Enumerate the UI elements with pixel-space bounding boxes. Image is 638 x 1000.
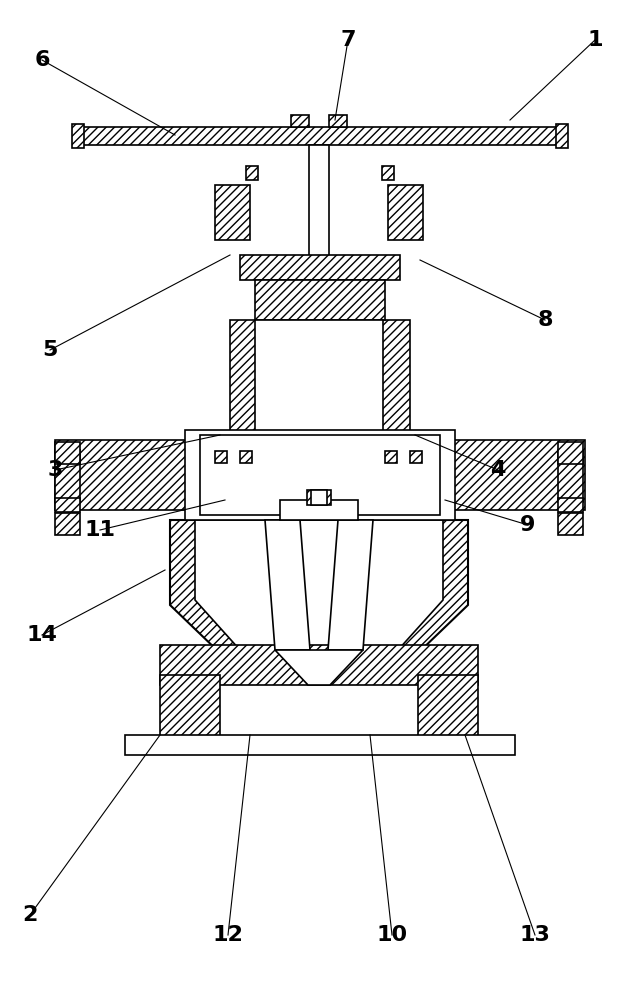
- Bar: [240, 255, 400, 280]
- Text: 10: 10: [376, 925, 408, 945]
- Text: 3: 3: [47, 460, 63, 480]
- Polygon shape: [328, 520, 373, 650]
- Polygon shape: [170, 520, 468, 680]
- Bar: [215, 451, 227, 463]
- Bar: [185, 430, 455, 520]
- Bar: [55, 442, 80, 464]
- Bar: [215, 437, 425, 455]
- Bar: [385, 451, 397, 463]
- Bar: [125, 735, 515, 755]
- Bar: [418, 675, 478, 740]
- Bar: [309, 145, 329, 500]
- Text: 11: 11: [84, 520, 115, 540]
- Bar: [388, 185, 423, 240]
- Bar: [160, 645, 478, 685]
- Text: 12: 12: [212, 925, 244, 945]
- Text: 4: 4: [491, 460, 506, 480]
- Bar: [80, 127, 560, 145]
- Text: 8: 8: [537, 310, 553, 330]
- Bar: [558, 450, 583, 502]
- Bar: [558, 513, 583, 535]
- Text: 5: 5: [42, 340, 57, 360]
- Bar: [400, 440, 585, 510]
- Bar: [72, 124, 84, 148]
- Bar: [55, 450, 80, 502]
- Bar: [280, 500, 358, 520]
- Bar: [55, 498, 80, 512]
- Bar: [160, 675, 220, 740]
- Text: 6: 6: [34, 50, 50, 70]
- Bar: [558, 498, 583, 512]
- Bar: [215, 185, 250, 240]
- Polygon shape: [265, 520, 310, 650]
- Bar: [382, 166, 394, 180]
- Text: 9: 9: [521, 515, 536, 535]
- Bar: [329, 115, 347, 127]
- Bar: [200, 435, 440, 515]
- Bar: [246, 166, 258, 180]
- Bar: [255, 280, 385, 320]
- Polygon shape: [195, 520, 443, 670]
- Bar: [558, 442, 583, 464]
- Polygon shape: [275, 650, 363, 685]
- Bar: [55, 513, 80, 535]
- Bar: [230, 320, 410, 450]
- Bar: [307, 490, 331, 505]
- Bar: [291, 115, 309, 127]
- Text: 7: 7: [340, 30, 356, 50]
- Bar: [410, 451, 422, 463]
- Bar: [240, 451, 252, 463]
- Text: 13: 13: [519, 925, 551, 945]
- Bar: [55, 440, 240, 510]
- Bar: [311, 490, 327, 505]
- Bar: [556, 124, 568, 148]
- Text: 1: 1: [587, 30, 603, 50]
- Text: 2: 2: [22, 905, 38, 925]
- Bar: [255, 320, 383, 445]
- Text: 14: 14: [27, 625, 57, 645]
